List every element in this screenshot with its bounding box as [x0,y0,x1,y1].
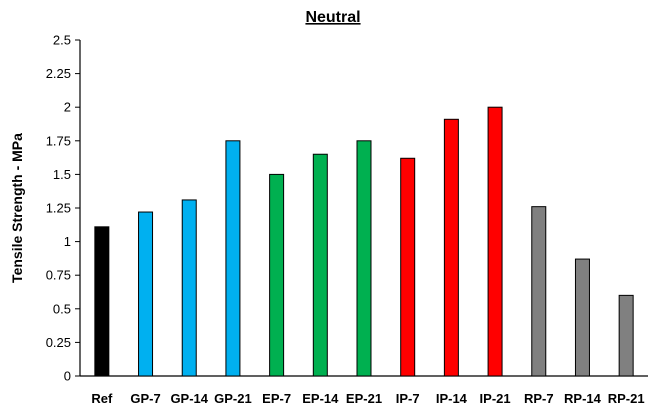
y-tick-label: 0 [64,369,71,384]
bar-ep-7 [270,174,284,376]
plot-area: 0 0.25 0.5 0.75 1 1.25 1.5 1.75 2 2.25 2.5 Ref GP-7 G… [46,33,648,407]
x-tick-label: GP-14 [170,391,208,406]
bar-ip-7 [401,158,415,376]
x-tick-label: RP-14 [564,391,602,406]
x-tick-label: EP-14 [302,391,339,406]
bar-gp-14 [182,200,196,376]
bar-ep-21 [357,141,371,376]
bar-rp-14 [575,259,589,376]
y-tick-label: 0.25 [46,335,71,350]
y-tick-label: 1.5 [53,167,71,182]
y-tick-label: 1.75 [46,133,71,148]
x-tick-label: RP-7 [524,391,554,406]
bar-ip-14 [444,119,458,376]
chart-title: Neutral [305,9,360,26]
x-tick-label: Ref [91,391,113,406]
y-tick-label: 2 [64,100,71,115]
x-tick-label: IP-7 [396,391,420,406]
y-axis-label: Tensile Strength - MPa [9,133,25,283]
x-tick-label: GP-7 [130,391,160,406]
bar-rp-7 [532,207,546,376]
x-tick-label: IP-21 [480,391,511,406]
x-tick-label: RP-21 [608,391,645,406]
y-tick-label: 1 [64,234,71,249]
x-tick-label: IP-14 [436,391,468,406]
y-tick-label: 0.75 [46,268,71,283]
bar-ref [95,227,109,376]
x-tick-label: EP-7 [262,391,291,406]
bar-ip-21 [488,107,502,376]
x-tick-label: GP-21 [214,391,252,406]
bar-rp-21 [619,295,633,376]
y-tick-label: 1.25 [46,201,71,216]
y-tick-label: 2.25 [46,66,71,81]
y-tick-label: 2.5 [53,33,71,48]
y-tick-label: 0.5 [53,301,71,316]
bar-gp-21 [226,141,240,376]
x-tick-label: EP-21 [346,391,382,406]
bar-gp-7 [139,212,153,376]
bar-ep-14 [313,154,327,376]
